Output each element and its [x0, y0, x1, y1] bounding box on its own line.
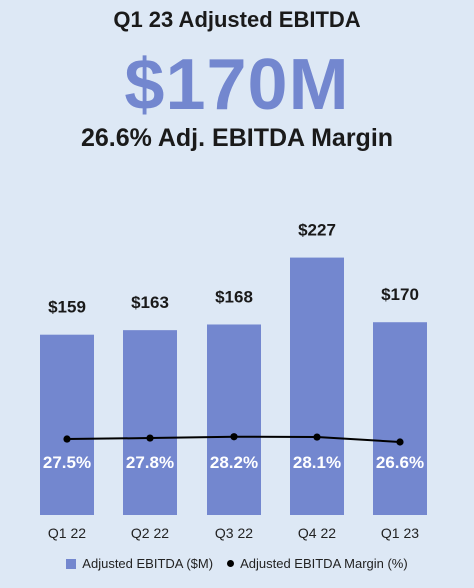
bar-4: [373, 322, 427, 515]
margin-label-2: 28.2%: [210, 453, 258, 472]
x-tick-label-4: Q1 23: [381, 525, 419, 541]
chart-subtitle: 26.6% Adj. EBITDA Margin: [80, 124, 394, 152]
x-tick-label-2: Q3 22: [215, 525, 253, 541]
margin-point-2: [230, 433, 238, 441]
chart-title: Q1 23 Adjusted EBITDA: [113, 7, 361, 32]
bar-value-label-2: $168: [215, 287, 253, 306]
margin-label-3: 28.1%: [293, 453, 341, 472]
margin-label-1: 27.8%: [126, 453, 174, 472]
x-tick-label-1: Q2 22: [131, 525, 169, 541]
legend-line-label: Adjusted EBITDA Margin (%): [240, 556, 408, 571]
x-tick-label-3: Q4 22: [298, 525, 336, 541]
bar-1: [123, 330, 177, 515]
legend-bar-label: Adjusted EBITDA ($M): [82, 556, 214, 571]
legend-line-marker: [227, 560, 235, 567]
x-tick-label-0: Q1 22: [48, 525, 86, 541]
bar-value-label-3: $227: [298, 221, 336, 240]
margin-point-0: [63, 435, 71, 443]
margin-label-0: 27.5%: [43, 453, 91, 472]
margin-point-3: [313, 433, 321, 441]
bar-value-label-4: $170: [381, 285, 419, 304]
bar-0: [40, 334, 94, 515]
bar-value-label-1: $163: [131, 293, 169, 312]
legend-item-line: Adjusted EBITDA Margin (%): [227, 556, 408, 571]
legend-item-bar: Adjusted EBITDA ($M): [66, 556, 213, 571]
legend: Adjusted EBITDA ($M) Adjusted EBITDA Mar…: [0, 556, 474, 571]
legend-bar-swatch: [66, 558, 77, 569]
margin-point-1: [146, 434, 154, 442]
headline-value: $170M: [124, 45, 350, 125]
bar-value-label-0: $159: [48, 298, 86, 317]
bar-2: [207, 324, 261, 515]
margin-point-4: [396, 438, 404, 446]
margin-label-4: 26.6%: [376, 453, 424, 472]
bar-3: [290, 257, 344, 515]
